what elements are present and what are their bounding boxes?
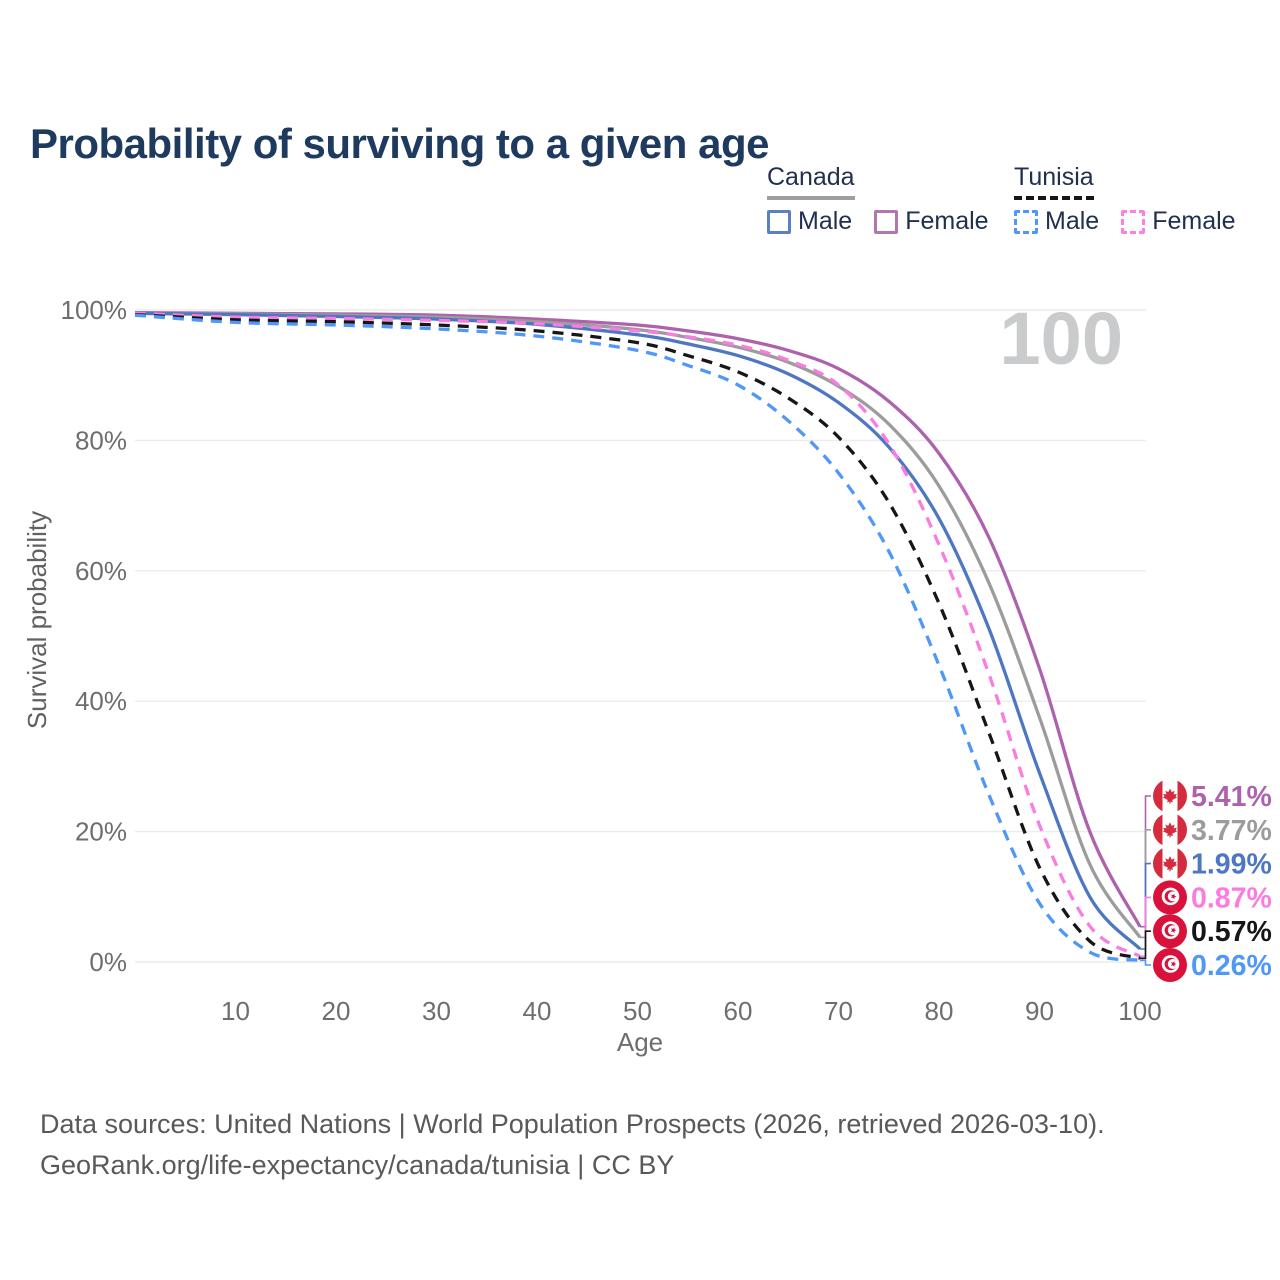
x-tick-label: 40	[523, 996, 552, 1026]
end-label-leader	[1140, 959, 1151, 966]
canada-flag-icon	[1153, 846, 1187, 881]
y-tick-label: 40%	[75, 686, 127, 716]
x-tick-label: 50	[623, 996, 652, 1026]
tunisia-flag-icon	[1153, 914, 1187, 949]
series-line-canada-male	[134, 311, 1142, 951]
y-tick-label: 80%	[75, 425, 127, 455]
end-label-value-tunisia-female: 0.87%	[1191, 882, 1272, 914]
tunisia-flag-icon	[1153, 948, 1187, 982]
legend-label-tunisia-female: Female	[1152, 207, 1236, 235]
y-axis-title: Survival probability	[22, 511, 52, 729]
legend-group-canada: Canada Male Female	[767, 163, 989, 236]
x-tick-label: 90	[1025, 996, 1054, 1026]
series-line-tunisia-male	[134, 313, 1141, 962]
legend-row-canada: Male Female	[767, 207, 989, 236]
page-title: Probability of surviving to a given age	[30, 120, 769, 168]
canada-flag-icon	[1153, 812, 1187, 847]
series-line-tunisia-both	[134, 312, 1141, 960]
x-tick-label: 70	[824, 996, 853, 1026]
x-tick-label: 10	[221, 996, 250, 1026]
attribution-line: GeoRank.org/life-expectancy/canada/tunis…	[40, 1150, 675, 1180]
chart-footer: Data sources: United Nations | World Pop…	[40, 1104, 1105, 1186]
tunisia-female-swatch	[1121, 209, 1146, 234]
legend-country-canada: Canada	[767, 163, 855, 200]
end-label-leader	[1140, 930, 1151, 960]
y-tick-label: 60%	[75, 556, 127, 586]
canada-female-swatch	[874, 209, 899, 234]
canada-flag-icon	[1153, 779, 1187, 813]
age-watermark: 100	[1000, 297, 1123, 380]
y-tick-label: 0%	[89, 947, 127, 977]
legend-country-tunisia: Tunisia	[1014, 163, 1094, 200]
series-line-tunisia-female	[134, 311, 1141, 958]
legend-item-tunisia-male[interactable]: Male	[1014, 207, 1099, 236]
legend-label-tunisia-male: Male	[1045, 207, 1100, 235]
end-label-value-canada-female: 5.41%	[1191, 781, 1272, 813]
legend-item-canada-female[interactable]: Female	[874, 207, 989, 236]
tunisia-flag-icon	[1153, 880, 1187, 915]
x-tick-label: 20	[322, 996, 351, 1026]
x-tick-label: 30	[422, 996, 451, 1026]
legend-group-tunisia: Tunisia Male Female	[1014, 163, 1236, 236]
end-label-value-tunisia-both: 0.57%	[1191, 916, 1272, 948]
tunisia-male-swatch	[1014, 209, 1038, 234]
end-label-value-canada-male: 1.99%	[1191, 849, 1272, 881]
canada-male-swatch	[767, 209, 791, 234]
y-tick-label: 20%	[75, 817, 127, 847]
x-tick-label: 80	[925, 996, 954, 1026]
end-label-value-tunisia-male: 0.26%	[1191, 950, 1272, 982]
end-label-leader	[1140, 896, 1151, 958]
legend-item-canada-male[interactable]: Male	[767, 207, 852, 236]
legend-item-tunisia-female[interactable]: Female	[1121, 207, 1236, 236]
x-axis-title: Age	[617, 1027, 663, 1057]
data-sources-line: Data sources: United Nations | World Pop…	[40, 1109, 1105, 1139]
x-tick-label: 100	[1118, 996, 1161, 1026]
end-label-value-canada-both: 3.77%	[1191, 815, 1272, 847]
legend-row-tunisia: Male Female	[1014, 207, 1236, 236]
y-tick-label: 100%	[61, 295, 128, 325]
legend-label-canada-female: Female	[905, 207, 989, 235]
x-tick-label: 60	[724, 996, 753, 1026]
legend-label-canada-male: Male	[798, 207, 853, 235]
series-line-canada-female	[134, 310, 1142, 928]
